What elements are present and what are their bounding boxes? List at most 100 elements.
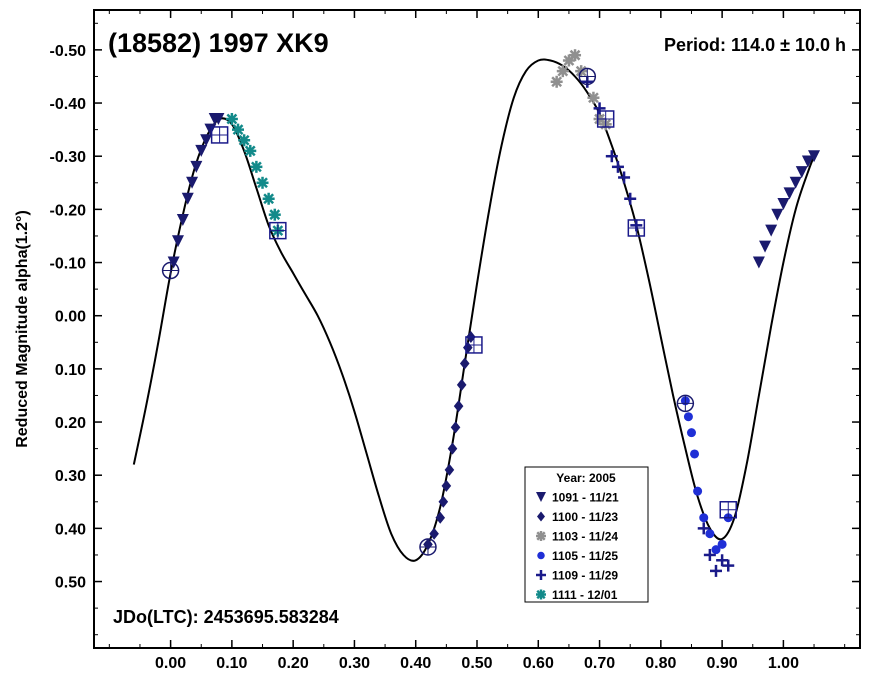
data-point [697,522,710,535]
data-point [693,486,703,496]
y-tick-label: 0.20 [55,415,86,432]
square-cross-marker [269,221,287,240]
data-point [190,160,203,173]
legend-marker [536,589,546,600]
data-point [722,559,735,572]
y-tick-label: -0.50 [50,43,87,60]
legend-marker [536,492,546,502]
data-point [212,112,225,125]
y-tick-label: 0.00 [55,309,86,326]
x-tick-label: 1.00 [768,655,799,672]
x-tick-label: 0.20 [278,655,309,672]
legend-label: 1105 - 11/25 [552,549,618,563]
data-point [200,134,213,147]
circle-cross-marker [676,394,695,413]
data-point [250,160,263,173]
x-tick-label: 0.00 [155,655,186,672]
data-point [808,150,821,163]
data-point [225,112,238,125]
x-tick-label: 0.60 [523,655,554,672]
y-tick-label: 0.40 [55,521,86,538]
data-point [176,214,189,227]
data-point [683,412,693,422]
data-point [605,150,618,163]
data-point [453,400,464,413]
data-point [711,545,721,555]
legend-label: 1109 - 11/29 [552,569,618,583]
data-point [699,513,709,523]
square-cross-marker [465,336,483,354]
data-point [624,192,637,205]
data-point [777,198,790,211]
square-cross-marker [719,501,737,519]
data-point [556,65,569,78]
data-point [801,155,814,168]
data-point [435,511,446,524]
circle-cross-marker [419,538,437,556]
annotated-points [161,67,737,556]
data-point [186,176,199,189]
data-point [765,224,778,237]
plot-frame [93,9,861,649]
legend-title: Year: 2005 [556,471,616,485]
data-point [752,256,765,269]
data-point [686,428,696,438]
data-point [456,378,467,391]
legend-marker [536,531,546,541]
data-point [771,208,784,221]
data-point [268,208,281,221]
data-point [690,449,700,459]
axes: 0.00 0.10 0.20 0.30 0.40 0.50 0.60 0.70 0.80 0.90… [50,10,860,672]
x-tick-label: 0.70 [584,655,615,672]
data-point [450,421,461,434]
data-point [550,75,563,88]
data-point [429,527,439,540]
data-point [587,91,600,104]
data-point [171,235,184,248]
chart-title: (18582) 1997 XK9 [108,28,329,58]
data-point [789,176,802,189]
square-cross-marker [627,219,646,237]
epoch-label: JDo(LTC): 2453695.583284 [113,607,339,627]
y-tick-label: 0.10 [55,362,86,379]
data-point [444,463,455,476]
period-label: Period: 114.0 ± 10.0 h [664,35,846,55]
x-tick-label: 0.30 [339,655,370,672]
legend-marker [537,511,545,522]
square-cross-marker [596,110,615,128]
y-tick-label: -0.10 [50,256,87,273]
data-point [438,495,449,508]
data-point [717,539,727,549]
legend-marker [536,570,546,580]
data-point [441,479,452,492]
square-cross-marker [210,126,229,144]
legend-label: 1103 - 11/24 [552,530,618,544]
x-tick-label: 0.10 [216,655,247,672]
data-point [459,357,470,370]
data-point [705,529,715,539]
data-point [593,102,606,115]
data-point [703,548,716,561]
legend-label: 1091 - 11/21 [552,491,619,505]
data-point [447,442,458,455]
circle-cross-marker [578,67,597,86]
y-tick-label: -0.20 [50,202,87,219]
legend-marker [537,551,545,560]
data-point [256,176,269,189]
data-point [795,166,808,179]
data-point [238,134,251,147]
data-point [569,49,582,62]
data-point [611,160,624,173]
data-point [232,123,245,136]
legend-label: 1111 - 12/01 [552,588,618,602]
y-axis-label: Reduced Magnitude alpha(1.2°) [14,210,31,448]
y-tick-label: -0.40 [50,96,87,113]
y-tick-label: -0.30 [50,149,87,166]
y-tick-label: 0.50 [55,575,86,592]
data-point [618,171,631,184]
data-point [783,187,796,200]
data-point [709,564,722,577]
data-point [244,144,257,157]
x-tick-label: 0.40 [400,655,431,672]
